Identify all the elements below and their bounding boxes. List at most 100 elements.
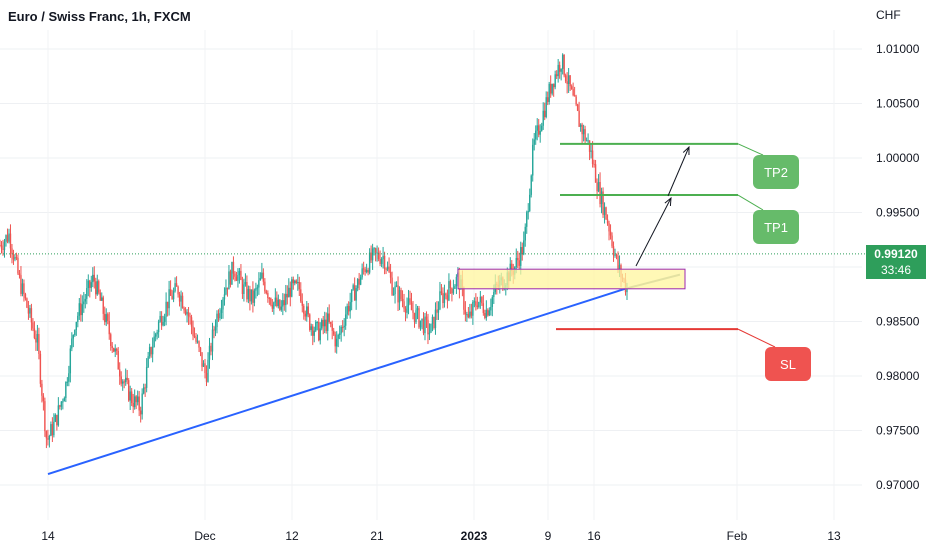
candle-body — [539, 131, 541, 135]
candle-body — [35, 337, 37, 343]
candle-body — [65, 382, 67, 399]
candle-body — [29, 308, 31, 314]
candle-body — [178, 294, 181, 302]
candle-body — [27, 307, 30, 314]
candle-body — [593, 163, 595, 165]
candle-body — [145, 367, 148, 388]
candle-body — [150, 347, 152, 355]
candle-body — [561, 54, 564, 69]
candle-body — [232, 261, 235, 274]
candle-body — [356, 279, 359, 289]
candle-body — [385, 268, 387, 270]
candle-body — [48, 435, 51, 440]
candle-body — [398, 290, 401, 303]
candle-body — [123, 381, 125, 383]
candle-body — [279, 299, 281, 310]
candle-body — [54, 414, 57, 422]
candle-body — [32, 322, 34, 329]
candle-body — [558, 64, 561, 72]
candle-body — [582, 129, 585, 135]
candle-body — [229, 271, 232, 285]
y-tick-label: 0.97000 — [876, 478, 920, 492]
candle-body — [364, 269, 366, 273]
candle-body — [560, 68, 562, 72]
candle-body — [39, 353, 42, 384]
candle-body — [415, 310, 417, 323]
candle-body — [479, 296, 482, 302]
candle-body — [312, 326, 314, 336]
candle-body — [389, 272, 392, 278]
candle-body — [30, 308, 33, 323]
candle-body — [407, 298, 410, 306]
candle-body — [208, 345, 211, 360]
candle-body — [160, 315, 163, 326]
candle-body — [321, 320, 323, 329]
candle-body — [147, 356, 149, 368]
candle-body — [564, 75, 567, 82]
y-tick-label: 0.98000 — [876, 369, 920, 383]
candle-body — [159, 315, 161, 322]
projection-arrow — [667, 146, 690, 197]
candle-body — [169, 289, 172, 296]
candle-body — [446, 295, 449, 301]
candle-body — [626, 288, 628, 293]
candle-body — [603, 207, 606, 215]
candle-body — [545, 97, 547, 118]
candle-body — [282, 300, 284, 307]
candle-body — [252, 289, 254, 303]
candle-body — [575, 96, 577, 105]
candle-body — [318, 322, 320, 341]
candle-body — [0, 245, 3, 249]
candle-body — [397, 285, 399, 303]
current-price: 0.99120 — [874, 247, 918, 261]
candle-body — [198, 341, 200, 348]
candle-body — [454, 286, 456, 289]
candle-body — [303, 305, 305, 314]
y-tick-label: 1.00000 — [876, 151, 920, 165]
sl-label: SL — [780, 357, 796, 372]
candle-body — [59, 405, 61, 407]
y-tick-label: 0.99500 — [876, 206, 920, 220]
x-tick-label: 14 — [41, 529, 55, 543]
candle-body — [71, 338, 73, 349]
candle-body — [301, 301, 303, 306]
candle-body — [427, 319, 429, 335]
candle-body — [12, 253, 15, 260]
candle-body — [0, 245, 1, 247]
candle-body — [277, 299, 280, 307]
candle-body — [196, 341, 199, 343]
candle-body — [33, 328, 36, 338]
candle-body — [353, 285, 356, 301]
candle-body — [590, 150, 592, 152]
candle-body — [347, 306, 350, 312]
candle-body — [521, 247, 523, 255]
candle-body — [157, 321, 160, 333]
candle-body — [600, 191, 603, 205]
candle-body — [45, 431, 48, 439]
candle-body — [228, 271, 230, 290]
candle-body — [532, 144, 534, 176]
candle-body — [331, 323, 333, 331]
candle-body — [608, 223, 610, 232]
candle-body — [476, 305, 479, 307]
candle-body — [120, 376, 122, 384]
candle-body — [310, 326, 312, 330]
candle-body — [602, 191, 604, 215]
candle-body — [584, 129, 586, 141]
candle-body — [520, 247, 522, 266]
candle-body — [291, 279, 293, 297]
candle-body — [202, 363, 205, 367]
candle-body — [569, 75, 571, 87]
candle-body — [400, 290, 402, 299]
candle-body — [211, 329, 214, 352]
candle-body — [388, 266, 390, 273]
candle-body — [344, 314, 347, 326]
candle-body — [548, 83, 550, 102]
candle-body — [591, 150, 594, 164]
candle-body — [190, 317, 193, 327]
candle-body — [175, 283, 178, 287]
candle-body — [333, 330, 335, 335]
candle-body — [370, 252, 372, 261]
candle-body — [475, 301, 477, 306]
